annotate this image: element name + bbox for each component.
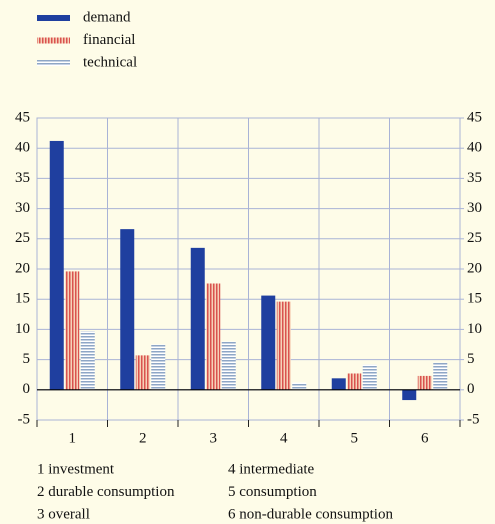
category-note: 3 overall [37, 506, 90, 522]
category-note: 1 investment [37, 461, 115, 477]
bar [49, 140, 64, 390]
category-note: 2 durable consumption [37, 484, 175, 500]
bar [402, 389, 417, 401]
legend-swatch [37, 15, 70, 21]
legend-swatch [37, 37, 70, 44]
bar [221, 341, 236, 390]
x-tick-label: 5 [351, 430, 359, 446]
y2-tick-label: 30 [467, 200, 482, 216]
bar [80, 331, 95, 390]
y-tick-label: 30 [15, 200, 30, 216]
y-tick-label: 25 [15, 230, 30, 246]
bar [276, 301, 291, 390]
bar [331, 378, 346, 390]
legend-swatch [37, 60, 70, 66]
y2-tick-label: 20 [467, 260, 482, 276]
y-tick-label: 0 [23, 381, 31, 397]
legend-label: demand [83, 9, 131, 25]
y2-tick-label: 35 [467, 170, 482, 186]
bar [135, 355, 150, 390]
bar [151, 344, 166, 390]
y-tick-label: 5 [23, 351, 31, 367]
x-tick-label: 4 [280, 430, 288, 446]
category-note: 4 intermediate [228, 461, 315, 477]
bar [65, 271, 80, 390]
y2-tick-label: 40 [467, 140, 482, 156]
bar [190, 247, 205, 390]
legend-label: technical [83, 54, 137, 70]
y-tick-label: -5 [18, 411, 31, 427]
x-tick-label: 3 [210, 430, 218, 446]
y-tick-label: 35 [15, 170, 30, 186]
bar [261, 295, 276, 390]
y2-tick-label: 5 [467, 351, 475, 367]
x-tick-label: 2 [139, 430, 147, 446]
y-tick-label: 10 [15, 321, 30, 337]
bar [206, 283, 221, 390]
bar [433, 362, 448, 390]
x-tick-label: 6 [421, 430, 429, 446]
category-note: 6 non-durable consumption [228, 506, 393, 522]
y2-tick-label: 15 [467, 291, 482, 307]
bar [417, 375, 432, 390]
y-tick-label: 40 [15, 140, 30, 156]
y-tick-label: 15 [15, 291, 30, 307]
bar [292, 382, 307, 390]
y-tick-label: 45 [15, 109, 30, 125]
bar [120, 229, 135, 390]
y-tick-label: 20 [15, 260, 30, 276]
y2-tick-label: 0 [467, 381, 475, 397]
bar [362, 364, 377, 390]
y2-tick-label: 10 [467, 321, 482, 337]
category-note: 5 consumption [228, 484, 317, 500]
y2-tick-label: 25 [467, 230, 482, 246]
legend-label: financial [83, 32, 135, 48]
y2-tick-label: 45 [467, 109, 482, 125]
y2-tick-label: -5 [467, 411, 480, 427]
x-tick-label: 1 [69, 430, 77, 446]
bar [347, 373, 362, 390]
